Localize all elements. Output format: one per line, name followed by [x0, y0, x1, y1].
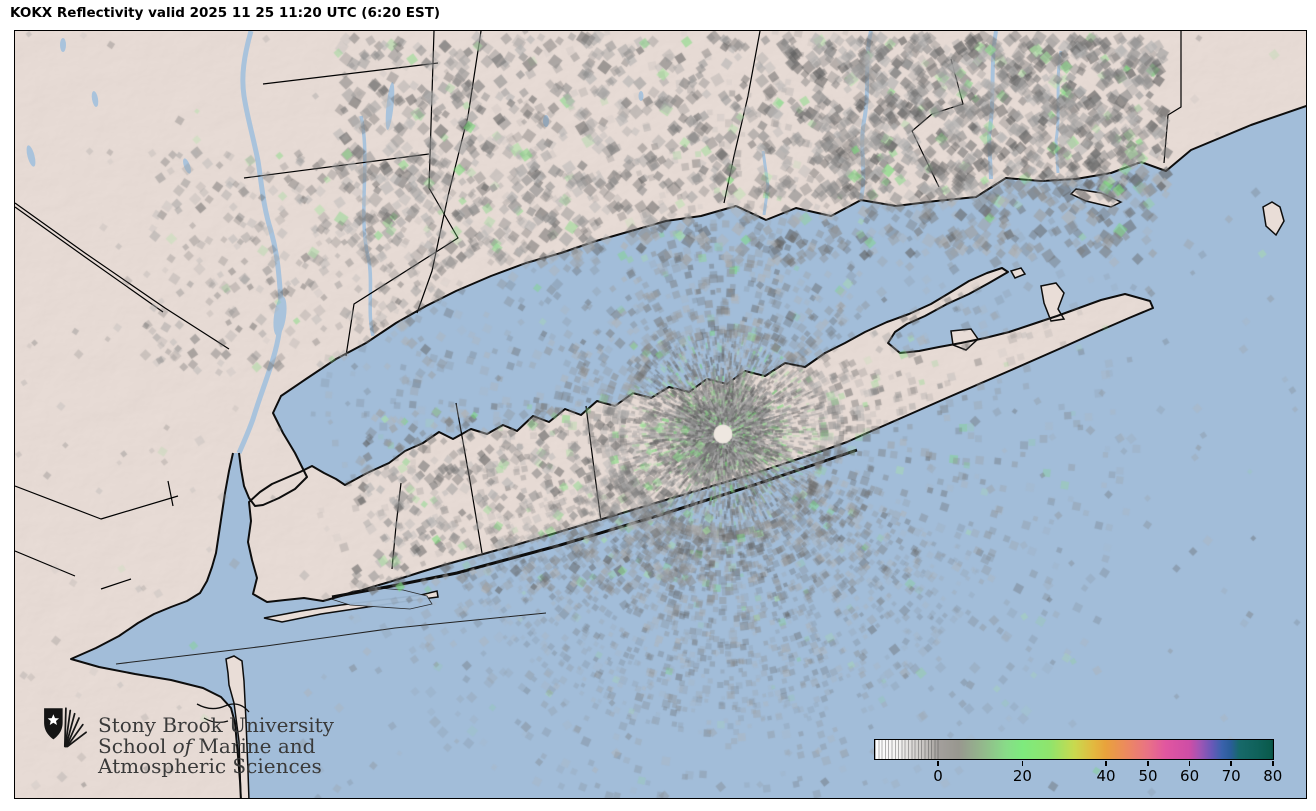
- colorbar-tick-label: 80: [1263, 767, 1283, 785]
- colorbar-tick-mark: [1021, 761, 1024, 766]
- logo-line2: School of Marine and: [98, 733, 316, 758]
- colorbar-tick-label: 20: [1012, 767, 1032, 785]
- colorbar-tick-mark: [1147, 761, 1149, 766]
- colorbar-step-lines: [875, 740, 941, 759]
- colorbar-gradient: [874, 739, 1274, 760]
- colorbar-tick-label: 40: [1096, 767, 1116, 785]
- figure-title: KOKX Reflectivity valid 2025 11 25 11:20…: [10, 5, 441, 21]
- colorbar-tick-label: 60: [1180, 767, 1200, 785]
- stonybrook-logo: Stony Brook University School of Marine …: [43, 707, 334, 777]
- logo-line3: Atmospheric Sciences: [98, 754, 322, 778]
- radar-map: Stony Brook University School of Marine …: [14, 30, 1307, 799]
- stonybrook-logo-text: Stony Brook University School of Marine …: [98, 715, 334, 777]
- colorbar-tick-mark: [1230, 761, 1232, 766]
- colorbar-tick-mark: [937, 761, 939, 766]
- colorbar-tick-mark: [1105, 761, 1107, 766]
- colorbar-tick-label: 50: [1138, 767, 1158, 785]
- colorbar-tick-mark: [1272, 761, 1274, 766]
- reflectivity-colorbar: 0 20 40 50 60 70 80: [874, 737, 1283, 795]
- colorbar-tick-mark: [1188, 761, 1191, 766]
- colorbar-tick-label: 70: [1221, 767, 1241, 785]
- logo-line1: Stony Brook University: [98, 713, 334, 737]
- stonybrook-shield-icon: [44, 707, 87, 748]
- colorbar-tick-label: 0: [933, 767, 943, 785]
- radar-echoes-layer: [15, 31, 1306, 798]
